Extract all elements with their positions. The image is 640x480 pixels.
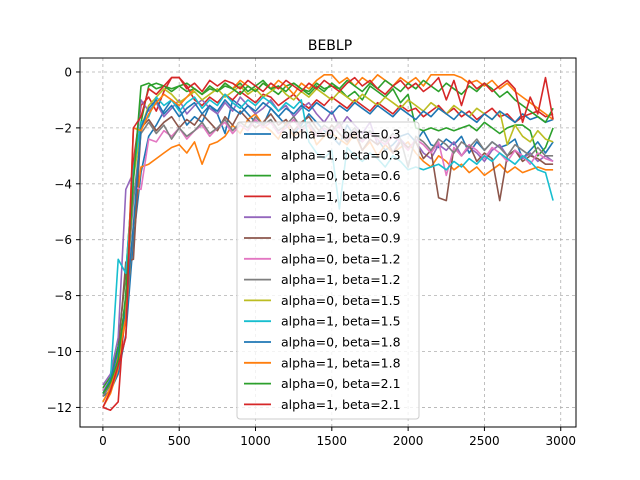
- series-line-9: [102, 85, 554, 403]
- series-line-12: [102, 74, 554, 403]
- x-tick-label: 3000: [545, 434, 576, 448]
- legend-label: alpha=0, beta=1.2: [281, 251, 401, 266]
- legend-label: alpha=1, beta=0.6: [281, 189, 401, 204]
- tick-layer: 0 500 1000 1500 2000 2500 3000 0 −2 −4 −6 −8 −10 −12: [47, 65, 576, 448]
- legend-label: alpha=0, beta=2.1: [281, 376, 401, 391]
- x-tick-label: 500: [168, 434, 191, 448]
- legend: alpha=0, beta=0.3 alpha=1, beta=0.3 alpha=…: [236, 121, 420, 420]
- series-line-14: [102, 76, 554, 408]
- chart-title: BEBLP: [308, 38, 352, 54]
- y-tick-label: 0: [64, 65, 72, 79]
- series-line-13: [102, 79, 554, 394]
- legend-label: alpha=1, beta=1.8: [281, 355, 401, 370]
- legend-label: alpha=1, beta=0.9: [281, 231, 401, 246]
- y-tick-label: −12: [47, 401, 72, 415]
- plot-frame: [79, 57, 577, 428]
- y-tick-label: −4: [54, 177, 72, 191]
- legend-label: alpha=1, beta=0.3: [281, 147, 401, 162]
- x-tick-label: 1500: [317, 434, 348, 448]
- legend-label: alpha=0, beta=0.3: [281, 127, 401, 142]
- legend-label: alpha=0, beta=0.6: [281, 168, 401, 183]
- y-tick-label: −6: [54, 233, 72, 247]
- legend-label: alpha=1, beta=1.2: [281, 272, 401, 287]
- x-tick-label: 2000: [393, 434, 424, 448]
- legend-label: alpha=0, beta=1.8: [281, 335, 401, 350]
- x-tick-label: 0: [99, 434, 107, 448]
- legend-label: alpha=1, beta=2.1: [281, 397, 401, 412]
- series-line-11: [102, 99, 554, 394]
- legend-label: alpha=0, beta=0.9: [281, 210, 401, 225]
- x-tick-label: 1000: [240, 434, 271, 448]
- legend-box: [236, 121, 420, 420]
- legend-label: alpha=0, beta=1.5: [281, 293, 401, 308]
- y-tick-label: −2: [54, 121, 72, 135]
- x-tick-label: 2500: [469, 434, 500, 448]
- legend-label: alpha=1, beta=1.5: [281, 314, 401, 329]
- y-tick-label: −8: [54, 289, 72, 303]
- y-tick-label: −10: [47, 345, 72, 359]
